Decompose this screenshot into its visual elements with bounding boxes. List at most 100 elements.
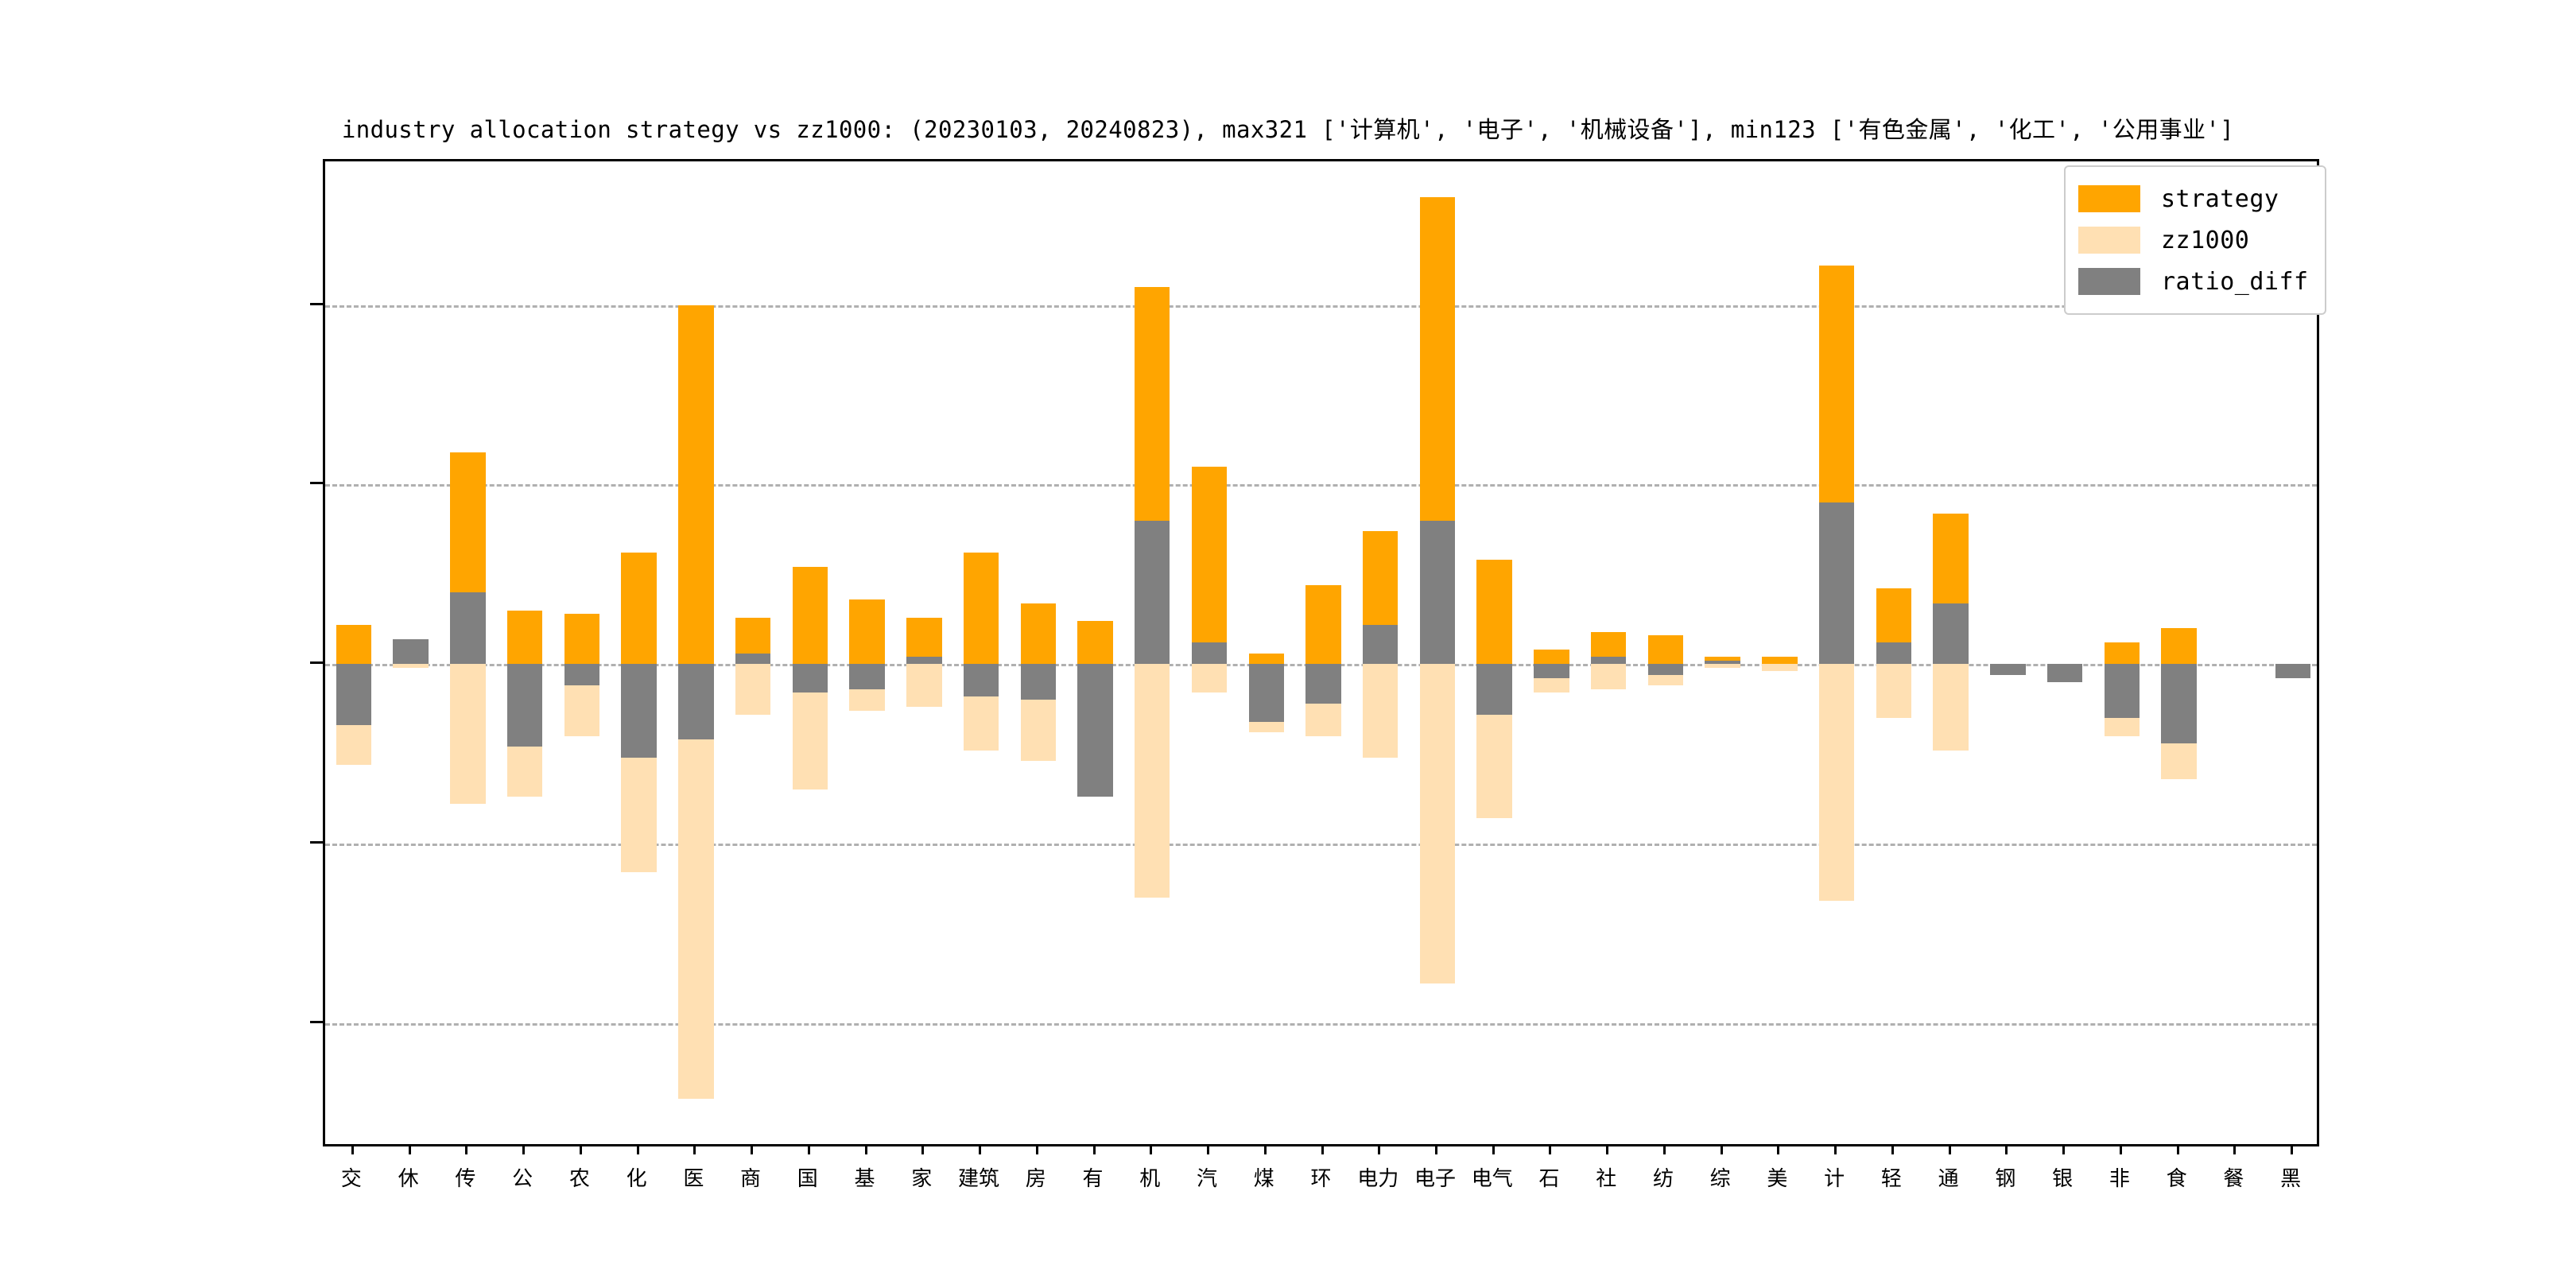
bar-ratio_diff-通: [1933, 603, 1969, 665]
x-tick-label-医: 医: [683, 1167, 704, 1191]
x-tick-mark: [864, 1146, 867, 1154]
x-tick-label-休: 休: [398, 1167, 419, 1191]
bar-zz1000-汽: [1191, 664, 1228, 693]
bar-zz1000-休: [393, 664, 429, 668]
bar-ratio_diff-纺: [1647, 664, 1684, 675]
x-tick-label-纺: 纺: [1652, 1167, 1674, 1191]
x-tick-mark: [1263, 1146, 1267, 1154]
bar-strategy-基: [849, 599, 885, 665]
bar-ratio_diff-休: [393, 638, 429, 665]
x-tick-mark: [2062, 1146, 2066, 1154]
x-tick-mark: [2233, 1146, 2237, 1154]
bar-ratio_diff-银: [2046, 664, 2083, 682]
x-tick-mark: [2005, 1146, 2008, 1154]
bar-ratio_diff-建筑: [963, 664, 999, 696]
x-tick-mark: [1492, 1146, 1495, 1154]
x-tick-label-钢: 钢: [1995, 1167, 2016, 1191]
bar-ratio_diff-传: [450, 592, 486, 665]
gridline: [325, 1022, 2317, 1026]
x-tick-mark: [1321, 1146, 1324, 1154]
y-tick-mark: [310, 1020, 324, 1023]
x-tick-label-商: 商: [740, 1167, 762, 1191]
x-tick-mark: [522, 1146, 526, 1154]
x-tick-mark: [1092, 1146, 1096, 1154]
x-tick-mark: [1378, 1146, 1381, 1154]
bar-ratio_diff-家: [906, 657, 942, 665]
gridline: [325, 305, 2317, 308]
x-tick-label-建筑: 建筑: [958, 1167, 1000, 1191]
bar-strategy-环: [1305, 584, 1341, 665]
bar-ratio_diff-社: [1590, 657, 1627, 665]
gridline: [325, 844, 2317, 847]
bar-zz1000-通: [1933, 664, 1969, 751]
x-tick-label-社: 社: [1596, 1167, 1617, 1191]
x-tick-mark: [1434, 1146, 1437, 1154]
bar-strategy-交: [336, 624, 372, 665]
bar-ratio_diff-轻: [1876, 642, 1912, 665]
bar-ratio_diff-环: [1305, 664, 1341, 704]
bar-strategy-国: [792, 567, 828, 665]
legend-swatch-ratio_diff: [2078, 268, 2140, 295]
plot-inner: [325, 161, 2317, 1144]
x-tick-label-通: 通: [1938, 1167, 1959, 1191]
bar-ratio_diff-国: [792, 664, 828, 693]
bar-ratio_diff-机: [1135, 520, 1170, 665]
bar-strategy-电气: [1476, 560, 1512, 665]
x-tick-mark: [751, 1146, 754, 1154]
x-tick-label-传: 传: [455, 1167, 476, 1191]
bar-zz1000-电力: [1363, 664, 1399, 758]
bar-zz1000-家: [906, 664, 942, 708]
x-tick-mark: [1834, 1146, 1837, 1154]
bar-strategy-非: [2104, 642, 2140, 665]
x-tick-label-银: 银: [2052, 1167, 2074, 1191]
x-tick-label-计: 计: [1824, 1167, 1845, 1191]
x-tick-label-国: 国: [797, 1167, 818, 1191]
legend-item-strategy[interactable]: strategy: [2078, 178, 2309, 219]
x-tick-label-环: 环: [1310, 1167, 1332, 1191]
x-tick-label-综: 综: [1709, 1167, 1731, 1191]
x-tick-mark: [1549, 1146, 1552, 1154]
bar-ratio_diff-电力: [1363, 624, 1399, 665]
x-tick-mark: [693, 1146, 696, 1154]
bar-ratio_diff-基: [849, 664, 885, 689]
legend-label-zz1000: zz1000: [2161, 226, 2250, 254]
bar-ratio_diff-石: [1534, 664, 1569, 679]
x-tick-label-交: 交: [340, 1167, 362, 1191]
bar-ratio_diff-农: [564, 664, 600, 686]
x-tick-mark: [807, 1146, 810, 1154]
y-tick-mark: [310, 841, 324, 844]
bar-ratio_diff-电气: [1476, 664, 1512, 715]
bar-strategy-建筑: [963, 553, 999, 665]
x-tick-mark: [1662, 1146, 1666, 1154]
legend-item-ratio_diff[interactable]: ratio_diff: [2078, 261, 2309, 302]
x-tick-label-黑: 黑: [2280, 1167, 2302, 1191]
x-tick-label-机: 机: [1139, 1167, 1161, 1191]
bar-strategy-食: [2161, 628, 2197, 665]
bar-strategy-化: [621, 553, 657, 665]
legend-label-ratio_diff: ratio_diff: [2161, 267, 2309, 296]
gridline: [325, 484, 2317, 487]
plot-area: [323, 159, 2319, 1146]
x-tick-label-轻: 轻: [1880, 1167, 1902, 1191]
x-tick-mark: [979, 1146, 982, 1154]
x-tick-label-食: 食: [2166, 1167, 2187, 1191]
x-tick-mark: [1891, 1146, 1894, 1154]
x-tick-label-餐: 餐: [2223, 1167, 2244, 1191]
x-tick-label-电气: 电气: [1471, 1167, 1513, 1191]
bar-ratio_diff-化: [621, 664, 657, 758]
bar-ratio_diff-电子: [1419, 520, 1456, 665]
x-tick-label-石: 石: [1538, 1167, 1560, 1191]
x-tick-mark: [408, 1146, 411, 1154]
bar-ratio_diff-煤: [1248, 664, 1284, 722]
bar-strategy-煤: [1248, 653, 1284, 665]
x-tick-mark: [1035, 1146, 1038, 1154]
x-tick-mark: [921, 1146, 925, 1154]
x-tick-mark: [2119, 1146, 2122, 1154]
bar-ratio_diff-非: [2104, 664, 2140, 719]
bar-zz1000-轻: [1876, 664, 1912, 719]
legend-item-zz1000[interactable]: zz1000: [2078, 219, 2309, 261]
legend-swatch-zz1000: [2078, 227, 2140, 254]
bar-strategy-家: [906, 617, 942, 665]
legend-swatch-strategy: [2078, 185, 2140, 212]
